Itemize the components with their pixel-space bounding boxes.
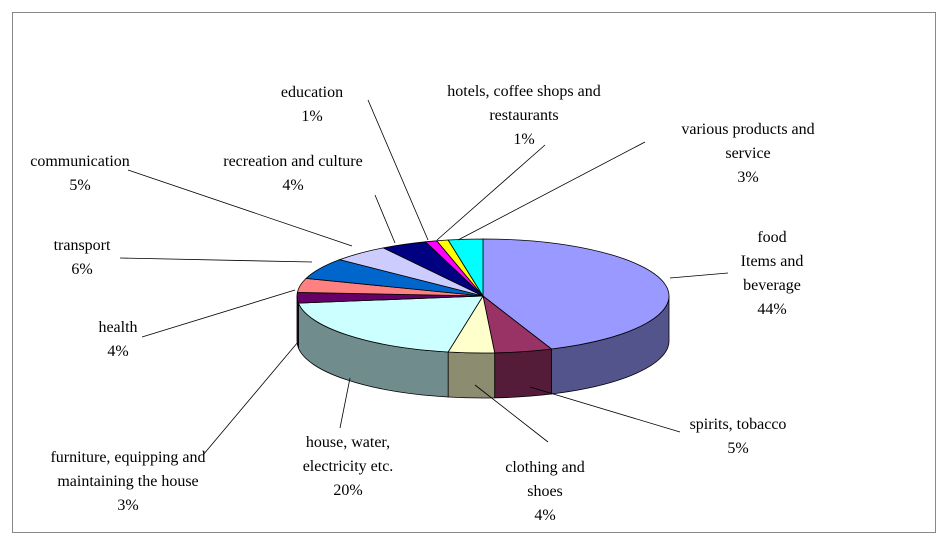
category-label: communication: [30, 153, 130, 170]
slice-side: [296, 295, 299, 349]
leader-line: [457, 141, 646, 241]
slice-label: hotels, coffee shops and restaurants 1%: [409, 80, 639, 152]
category-label: clothing and shoes: [505, 459, 585, 500]
category-label: recreation and culture: [223, 153, 363, 170]
leader-line: [436, 144, 546, 241]
slice-label: furniture, equipping and maintaining the…: [8, 446, 248, 518]
value-label: 20%: [333, 482, 363, 499]
value-label: 3%: [117, 497, 139, 514]
category-label: food Items and beverage: [740, 229, 804, 294]
leader-line: [141, 289, 296, 338]
slice: [447, 238, 484, 298]
slice: [297, 295, 484, 353]
leader-line: [374, 194, 396, 244]
slice-label: recreation and culture 4%: [193, 150, 393, 198]
category-label: various products and service: [681, 121, 815, 162]
value-label: 5%: [727, 440, 749, 457]
leader-line: [127, 169, 353, 247]
slice-label: communication 5%: [10, 150, 150, 198]
leader-line: [474, 384, 549, 443]
leader-line: [202, 341, 299, 456]
slice-label: transport 6%: [37, 234, 127, 282]
value-label: 4%: [534, 507, 556, 524]
slice-label: education 1%: [262, 81, 362, 129]
slice-label: food Items and beverage 44%: [712, 226, 832, 322]
leader-line: [339, 377, 351, 429]
category-label: transport: [53, 237, 111, 254]
leader-line: [367, 99, 429, 241]
leader-line: [669, 272, 729, 279]
value-label: 4%: [282, 177, 304, 194]
slice-label: house, water, electricity etc. 20%: [273, 431, 423, 503]
leader-line: [119, 257, 313, 263]
slice-label: clothing and shoes 4%: [480, 456, 610, 528]
leader-line: [529, 386, 681, 433]
slice-label: various products and service 3%: [648, 118, 848, 190]
category-label: hotels, coffee shops and restaurants: [447, 83, 601, 124]
value-label: 3%: [737, 169, 759, 186]
category-label: health: [98, 319, 138, 336]
value-label: 4%: [107, 343, 129, 360]
value-label: 5%: [69, 177, 91, 194]
slice-side: [447, 351, 496, 399]
value-label: 1%: [513, 131, 535, 148]
value-label: 44%: [757, 301, 787, 318]
value-label: 6%: [71, 261, 93, 278]
category-label: education: [280, 84, 344, 101]
slice-label: health 4%: [78, 316, 158, 364]
value-label: 1%: [301, 108, 323, 125]
category-label: furniture, equipping and maintaining the…: [50, 449, 206, 490]
slice-label: spirits, tobacco 5%: [663, 413, 813, 461]
category-label: house, water, electricity etc.: [302, 434, 394, 475]
slice: [482, 238, 670, 350]
category-label: spirits, tobacco: [689, 416, 787, 433]
